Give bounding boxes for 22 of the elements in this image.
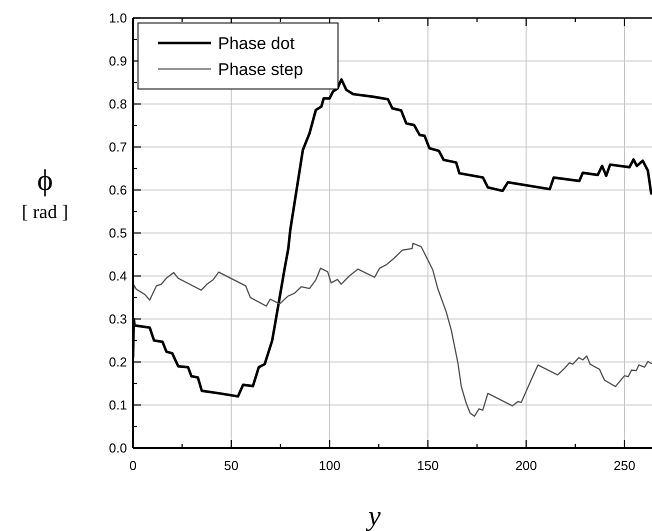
y-tick-label: 0.3: [108, 312, 127, 326]
y-tick-label: 0.2: [108, 354, 127, 370]
y-tick-label: 0.1: [108, 398, 127, 412]
y-tick-label: 0.5: [108, 226, 127, 240]
y-tick-label: 0.0: [108, 440, 127, 456]
y-tick-label: 0.9: [108, 54, 127, 68]
line-series: [133, 242, 652, 417]
y-tick-label: 0.8: [108, 96, 127, 112]
x-tick-label: 0: [129, 458, 137, 473]
legend-label: Phase step: [218, 60, 304, 79]
x-tick-label: 50: [224, 458, 239, 473]
x-tick-label: 250: [614, 458, 636, 473]
y-tick-label: 0.4: [108, 268, 127, 284]
legend-label: Phase dot: [218, 34, 295, 53]
y-tick-label: 0.7: [108, 140, 127, 154]
x-axis-title: y: [365, 501, 382, 531]
y-axis-title: ϕ [ rad ]: [22, 164, 68, 223]
y-tick-label: 1.0: [108, 10, 127, 26]
x-tick-label: 150: [417, 458, 439, 473]
y-tick-label: 0.6: [108, 182, 127, 198]
x-tick-label: 100: [318, 458, 340, 473]
x-tick-label: 200: [515, 458, 538, 473]
